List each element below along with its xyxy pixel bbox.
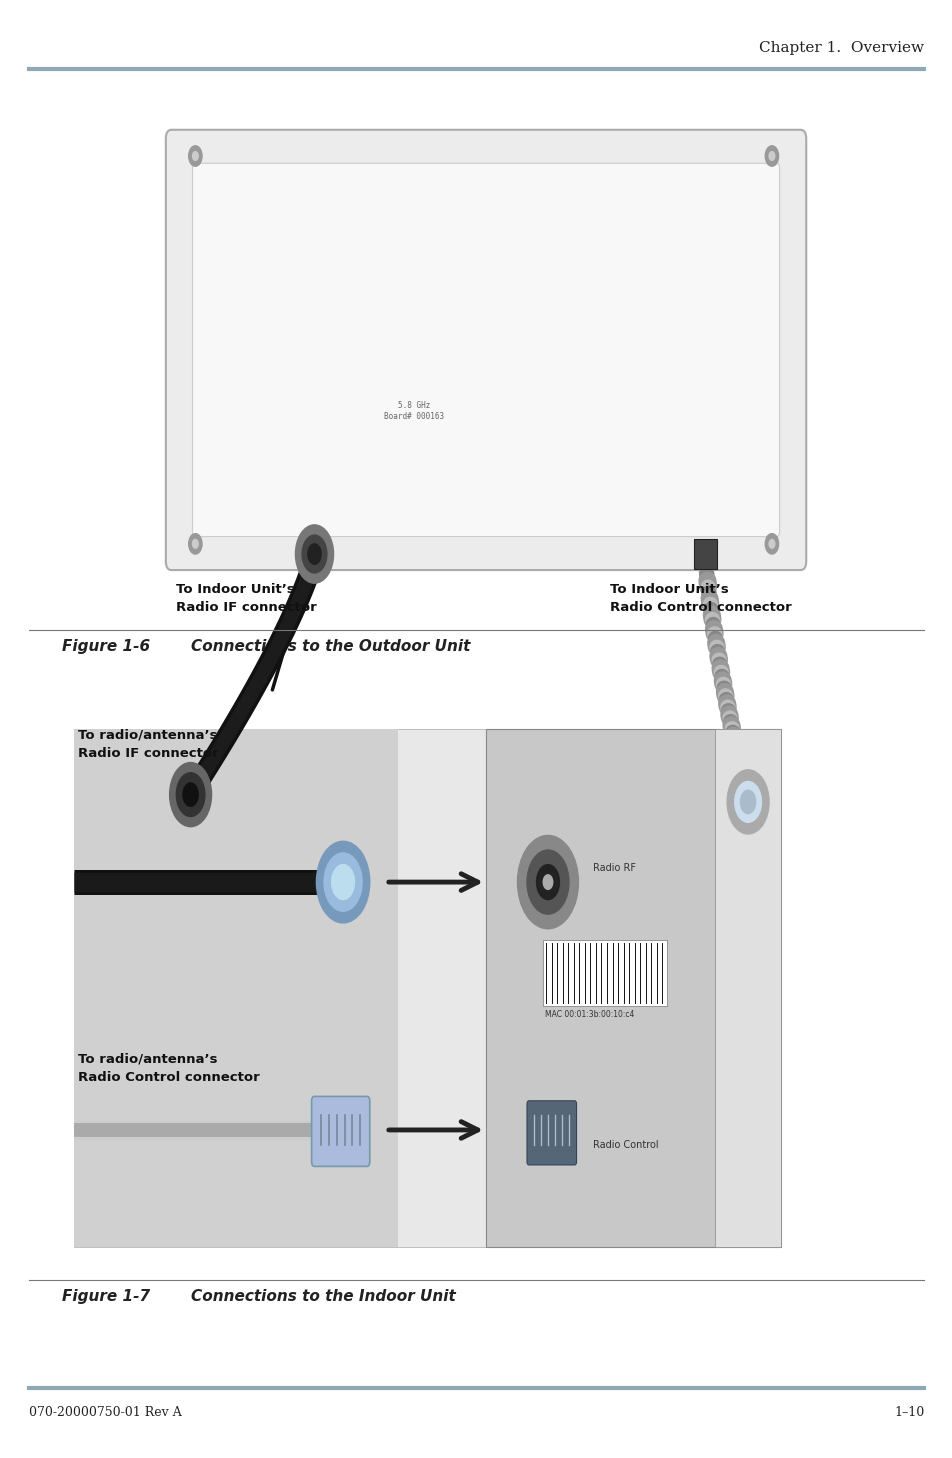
FancyBboxPatch shape [166, 130, 805, 570]
Circle shape [176, 773, 205, 816]
Text: Radio RF: Radio RF [592, 863, 635, 872]
Circle shape [768, 539, 774, 548]
Bar [486, 729, 781, 1247]
Circle shape [764, 534, 778, 554]
Circle shape [183, 783, 198, 806]
Text: Connections to the Indoor Unit: Connections to the Indoor Unit [190, 1289, 455, 1303]
Text: 5.8 GHz
Board# 000163: 5.8 GHz Board# 000163 [384, 401, 445, 421]
FancyBboxPatch shape [192, 163, 779, 537]
Circle shape [331, 865, 354, 900]
Text: To radio/antenna’s
Radio Control connector: To radio/antenna’s Radio Control connect… [78, 1053, 260, 1083]
Circle shape [517, 835, 578, 929]
Text: Chapter 1.  Overview: Chapter 1. Overview [759, 41, 923, 55]
Text: MAC 00:01:3b:00:10:c4: MAC 00:01:3b:00:10:c4 [545, 1010, 634, 1019]
Circle shape [324, 853, 362, 911]
Circle shape [192, 152, 198, 160]
Bar [714, 729, 781, 1247]
Bar [74, 729, 781, 1247]
Circle shape [764, 146, 778, 166]
FancyBboxPatch shape [526, 1101, 576, 1165]
Circle shape [768, 152, 774, 160]
Circle shape [734, 781, 761, 822]
Text: 1–10: 1–10 [893, 1406, 923, 1419]
Text: To radio/antenna’s
Radio IF connector: To radio/antenna’s Radio IF connector [78, 729, 219, 760]
Text: 070-20000750-01 Rev A: 070-20000750-01 Rev A [29, 1406, 181, 1419]
Bar [74, 729, 398, 1247]
FancyBboxPatch shape [311, 1096, 369, 1166]
Circle shape [192, 539, 198, 548]
Circle shape [188, 146, 202, 166]
Bar [693, 539, 716, 569]
Text: To Indoor Unit’s
Radio IF connector: To Indoor Unit’s Radio IF connector [176, 583, 317, 614]
Circle shape [526, 850, 568, 914]
Text: To Indoor Unit’s
Radio Control connector: To Indoor Unit’s Radio Control connector [609, 583, 791, 614]
Text: Figure 1-7: Figure 1-7 [62, 1289, 149, 1303]
Circle shape [726, 770, 768, 834]
Text: Connections to the Outdoor Unit: Connections to the Outdoor Unit [190, 639, 469, 653]
Circle shape [295, 525, 333, 583]
Bar [543, 940, 666, 1006]
Circle shape [316, 841, 369, 923]
Text: Figure 1-6: Figure 1-6 [62, 639, 149, 653]
Circle shape [543, 875, 552, 889]
Text: Radio Control: Radio Control [592, 1140, 658, 1149]
Circle shape [536, 865, 559, 900]
Circle shape [169, 763, 211, 827]
Circle shape [302, 535, 327, 573]
Circle shape [188, 534, 202, 554]
Circle shape [307, 544, 321, 564]
Circle shape [740, 790, 755, 814]
